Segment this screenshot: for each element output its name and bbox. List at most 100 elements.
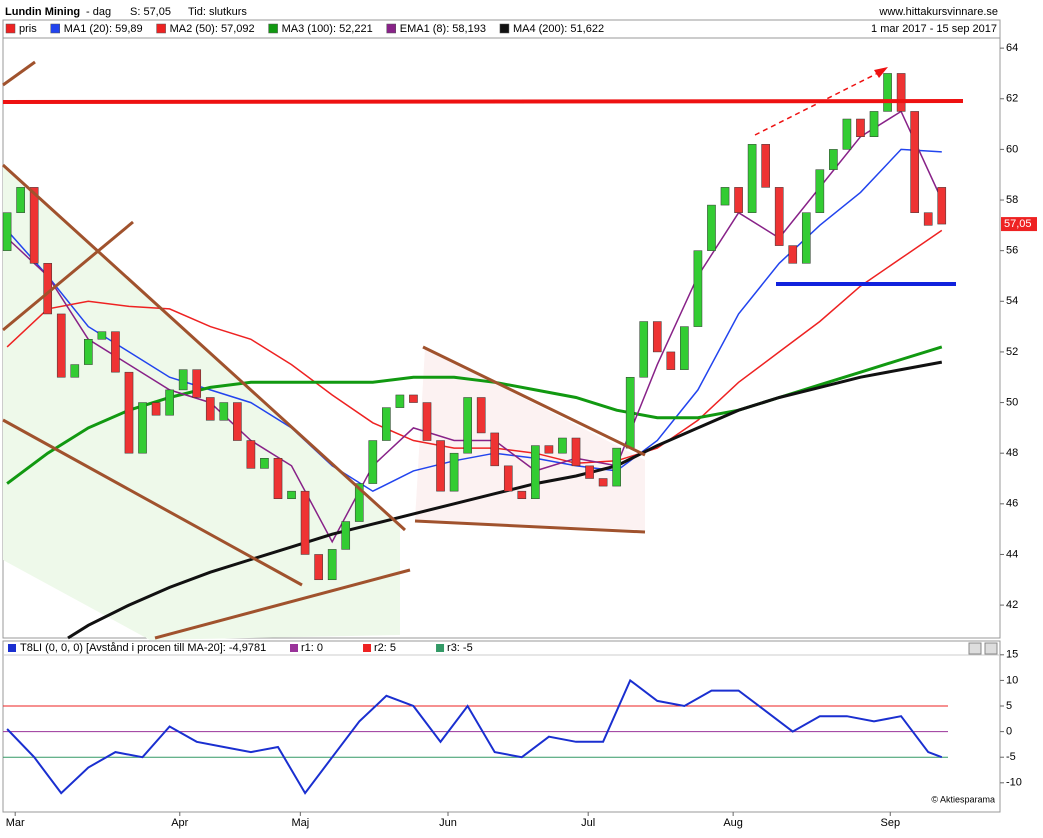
candle <box>192 369 202 398</box>
candle <box>314 554 323 581</box>
legend-label: MA1 (20): 59,89 <box>64 23 143 35</box>
candle <box>503 465 513 492</box>
candle <box>368 440 378 484</box>
moving-average <box>6 110 943 544</box>
legend-swatch <box>5 23 16 34</box>
x-tick-label: Jul <box>581 817 595 829</box>
candle <box>910 111 919 213</box>
candle <box>300 490 310 555</box>
site: www.hittakursvinnare.se <box>878 6 998 18</box>
y-tick-label: 42 <box>1006 599 1018 611</box>
candle <box>233 402 242 441</box>
legend-label: pris <box>19 23 37 35</box>
candle <box>490 432 500 467</box>
y-tick-label: 62 <box>1006 93 1018 105</box>
candle <box>219 402 229 421</box>
candle <box>178 369 188 391</box>
candle <box>625 376 635 449</box>
candle <box>923 212 933 226</box>
trend-line <box>154 568 411 640</box>
candle <box>531 445 540 500</box>
candle <box>829 149 838 170</box>
candle <box>652 321 662 353</box>
y-tick-label: 58 <box>1006 194 1018 206</box>
candle <box>16 187 25 213</box>
y-tick-label: 10 <box>1006 674 1018 686</box>
x-tick-label: Aug <box>723 817 743 829</box>
candle <box>246 440 256 469</box>
y-tick-label: 44 <box>1006 548 1018 560</box>
trend-line <box>2 220 134 332</box>
candle <box>544 445 554 454</box>
legend-swatch <box>8 644 16 652</box>
y-tick-label: 50 <box>1006 396 1018 408</box>
y-tick-label: 0 <box>1006 726 1012 738</box>
candle <box>273 458 283 500</box>
candle <box>801 212 811 264</box>
legend-swatch <box>156 23 166 34</box>
y-tick-label: 46 <box>1006 498 1018 510</box>
credit: © Aktiesparama <box>931 794 995 804</box>
mode: Tid: slutkurs <box>188 6 247 18</box>
resistance-line <box>2 99 964 104</box>
candle <box>260 458 269 469</box>
candle <box>856 118 865 137</box>
candle <box>558 437 567 454</box>
arrow-head <box>874 67 888 78</box>
candle <box>788 245 798 264</box>
x-tick-label: Apr <box>171 817 188 829</box>
legend-swatch <box>50 23 60 34</box>
date-range: 1 mar 2017 - 15 sep 2017 <box>871 23 997 35</box>
legend-swatch <box>268 23 278 34</box>
legend-swatch <box>363 644 372 652</box>
close-button[interactable] <box>984 642 998 655</box>
legend-label: r3: -5 <box>447 642 473 654</box>
x-tick-label: Mar <box>6 817 25 829</box>
candle <box>680 326 689 370</box>
candle <box>382 407 391 441</box>
x-tick-label: Jun <box>439 817 457 829</box>
y-tick-label: 56 <box>1006 245 1018 257</box>
legend-swatch <box>290 644 298 652</box>
y-tick-label: 64 <box>1006 42 1018 54</box>
y-tick-label: -10 <box>1006 777 1022 789</box>
indicator-line <box>6 678 943 795</box>
indicator-frame <box>2 640 1001 813</box>
candle <box>2 212 12 251</box>
y-tick-label: 54 <box>1006 295 1018 307</box>
candle <box>734 187 743 213</box>
candle <box>517 490 527 500</box>
candle <box>666 351 676 370</box>
legend-label: r2: 5 <box>374 642 396 654</box>
price-tag-label: 57,05 <box>1004 218 1032 230</box>
candle <box>354 483 364 522</box>
candle <box>896 73 906 112</box>
candle <box>720 187 730 206</box>
candle <box>341 521 351 550</box>
legend-swatch <box>436 644 445 652</box>
candle <box>395 394 405 408</box>
legend-label: MA4 (200): 51,622 <box>513 23 604 35</box>
trend-line <box>1 163 407 532</box>
legend-swatch <box>499 23 510 34</box>
candle <box>571 437 581 467</box>
legend-label: r1: 0 <box>301 642 323 654</box>
candle <box>598 478 608 487</box>
indicator-title: T8LI (0, 0, 0) [Avstånd i procen till MA… <box>20 642 266 654</box>
y-tick-label: 48 <box>1006 447 1018 459</box>
legend-label: MA2 (50): 57,092 <box>170 23 255 35</box>
price-tag <box>1001 217 1037 232</box>
candle <box>585 465 594 479</box>
channel-fill <box>3 165 400 640</box>
period: - dag <box>86 6 111 18</box>
candle <box>707 204 716 251</box>
candle <box>327 549 337 581</box>
candle <box>165 389 174 416</box>
zoom-button[interactable] <box>968 642 982 655</box>
x-tick-label: Sep <box>880 817 900 829</box>
candle <box>422 402 432 441</box>
y-tick-label: 5 <box>1006 700 1012 712</box>
candle <box>409 394 418 403</box>
